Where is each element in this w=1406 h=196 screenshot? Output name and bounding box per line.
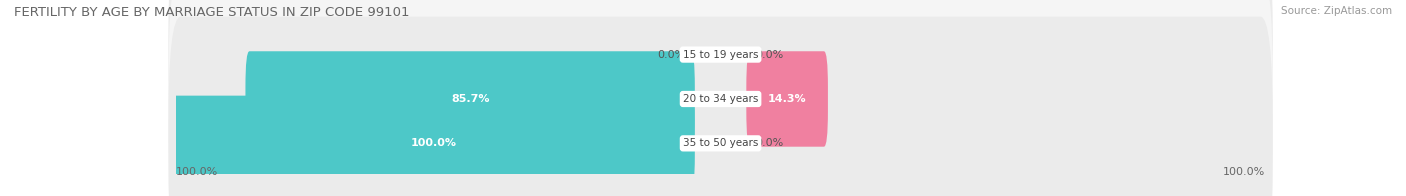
Text: 14.3%: 14.3% — [768, 94, 807, 104]
Text: 15 to 19 years: 15 to 19 years — [683, 50, 758, 60]
Text: 20 to 34 years: 20 to 34 years — [683, 94, 758, 104]
Text: Source: ZipAtlas.com: Source: ZipAtlas.com — [1281, 6, 1392, 16]
Text: 100.0%: 100.0% — [176, 167, 218, 177]
FancyBboxPatch shape — [246, 51, 695, 147]
FancyBboxPatch shape — [747, 51, 828, 147]
Text: 0.0%: 0.0% — [755, 138, 783, 148]
Text: 100.0%: 100.0% — [411, 138, 457, 148]
FancyBboxPatch shape — [172, 96, 695, 191]
FancyBboxPatch shape — [169, 17, 1272, 196]
Text: 85.7%: 85.7% — [451, 94, 489, 104]
Text: 35 to 50 years: 35 to 50 years — [683, 138, 758, 148]
Text: 100.0%: 100.0% — [1223, 167, 1265, 177]
FancyBboxPatch shape — [169, 0, 1272, 181]
Text: 0.0%: 0.0% — [658, 50, 686, 60]
Text: FERTILITY BY AGE BY MARRIAGE STATUS IN ZIP CODE 99101: FERTILITY BY AGE BY MARRIAGE STATUS IN Z… — [14, 6, 409, 19]
FancyBboxPatch shape — [169, 0, 1272, 196]
Text: 0.0%: 0.0% — [755, 50, 783, 60]
